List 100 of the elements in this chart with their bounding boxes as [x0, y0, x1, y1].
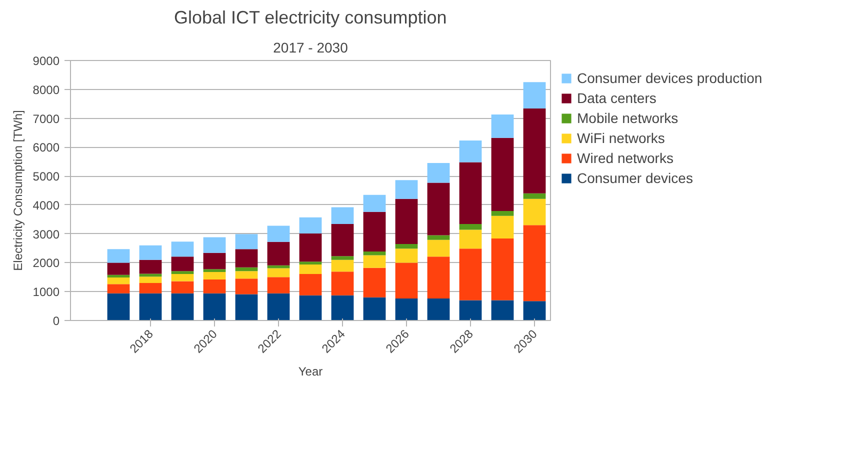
bar: [395, 198, 418, 244]
bar: [139, 245, 162, 260]
bar: [235, 271, 258, 279]
y-tick-label: 4000: [32, 198, 60, 212]
bar: [331, 207, 354, 224]
bar: [107, 277, 130, 284]
bar: [267, 293, 290, 320]
bar: [139, 276, 162, 283]
bar: [235, 234, 258, 250]
bar: [459, 162, 482, 224]
legend-label: Consumer devices: [577, 170, 693, 186]
bar: [139, 282, 162, 294]
bar: [523, 301, 546, 320]
chart-title: Global ICT electricity consumption: [174, 8, 447, 28]
y-tick-label: 9000: [32, 54, 60, 68]
bar: [395, 262, 418, 299]
y-tick-label: 0: [52, 314, 60, 328]
bar: [363, 212, 386, 252]
bar: [331, 272, 354, 296]
bar: [203, 237, 226, 253]
bar: [267, 242, 290, 266]
legend-label: WiFi networks: [577, 130, 665, 146]
bar: [427, 256, 450, 299]
bar: [523, 193, 546, 199]
y-tick-label: 7000: [32, 112, 60, 126]
y-tick-label: 3000: [32, 227, 60, 242]
bar: [171, 271, 194, 274]
bar: [107, 249, 130, 263]
bar: [427, 235, 450, 240]
bar: [139, 293, 162, 320]
bar: [459, 248, 482, 300]
bar: [203, 293, 226, 320]
bar: [395, 248, 418, 263]
bar: [139, 274, 162, 277]
bar: [171, 242, 194, 257]
bar: [459, 300, 482, 320]
bar: [235, 249, 258, 268]
chart-subtitle: 2017 - 2030: [273, 40, 348, 56]
x-axis-title: Year: [298, 364, 323, 379]
bar: [107, 284, 130, 294]
bar: [395, 298, 418, 320]
bar: [491, 138, 514, 212]
bar: [203, 272, 226, 280]
bar: [427, 298, 450, 320]
bar: [299, 295, 322, 320]
y-tick-label: 6000: [32, 140, 60, 155]
bar: [203, 252, 226, 270]
bar: [299, 264, 322, 274]
bar: [267, 277, 290, 294]
bar: [331, 256, 354, 260]
bar: [235, 267, 258, 272]
bar: [171, 274, 194, 282]
bar: [331, 224, 354, 256]
bar: [459, 230, 482, 249]
bar: [203, 269, 226, 272]
bar: [235, 278, 258, 294]
bar: [203, 279, 226, 294]
bar: [523, 225, 546, 302]
bar: [523, 82, 546, 108]
y-tick-label: 1000: [32, 285, 60, 300]
bar: [331, 260, 354, 272]
bar: [107, 293, 130, 320]
legend-label: Wired networks: [577, 150, 674, 166]
bar: [171, 281, 194, 294]
bar: [491, 211, 514, 216]
bar: [299, 234, 322, 262]
bar: [459, 224, 482, 230]
legend-label: Mobile networks: [577, 110, 678, 126]
bar: [427, 182, 450, 236]
legend-label: Data centers: [577, 90, 656, 106]
bar: [267, 268, 290, 278]
bar: [491, 238, 514, 300]
bar: [363, 268, 386, 298]
bar: [299, 217, 322, 234]
bar: [267, 226, 290, 242]
bar: [523, 108, 546, 194]
bar: [171, 293, 194, 320]
bar: [363, 251, 386, 256]
y-tick-label: 8000: [32, 82, 60, 97]
bar: [299, 274, 322, 296]
bar: [395, 244, 418, 249]
bar: [139, 260, 162, 274]
bar: [427, 163, 450, 183]
bar: [107, 274, 130, 278]
legend-label: Consumer devices production: [577, 70, 762, 86]
bar: [363, 255, 386, 268]
bar: [171, 256, 194, 272]
y-axis-title: Electricity Consumption [TWh]: [10, 110, 25, 271]
y-tick-label: 2000: [32, 256, 60, 270]
bar: [363, 194, 386, 212]
bar: [427, 240, 450, 257]
bar: [363, 297, 386, 320]
bar: [331, 295, 354, 320]
bar: [491, 114, 514, 138]
bar: [491, 300, 514, 320]
bar: [107, 262, 130, 275]
bar: [395, 180, 418, 199]
bar: [235, 294, 258, 320]
y-tick-label: 5000: [32, 170, 60, 184]
bar: [491, 216, 514, 238]
